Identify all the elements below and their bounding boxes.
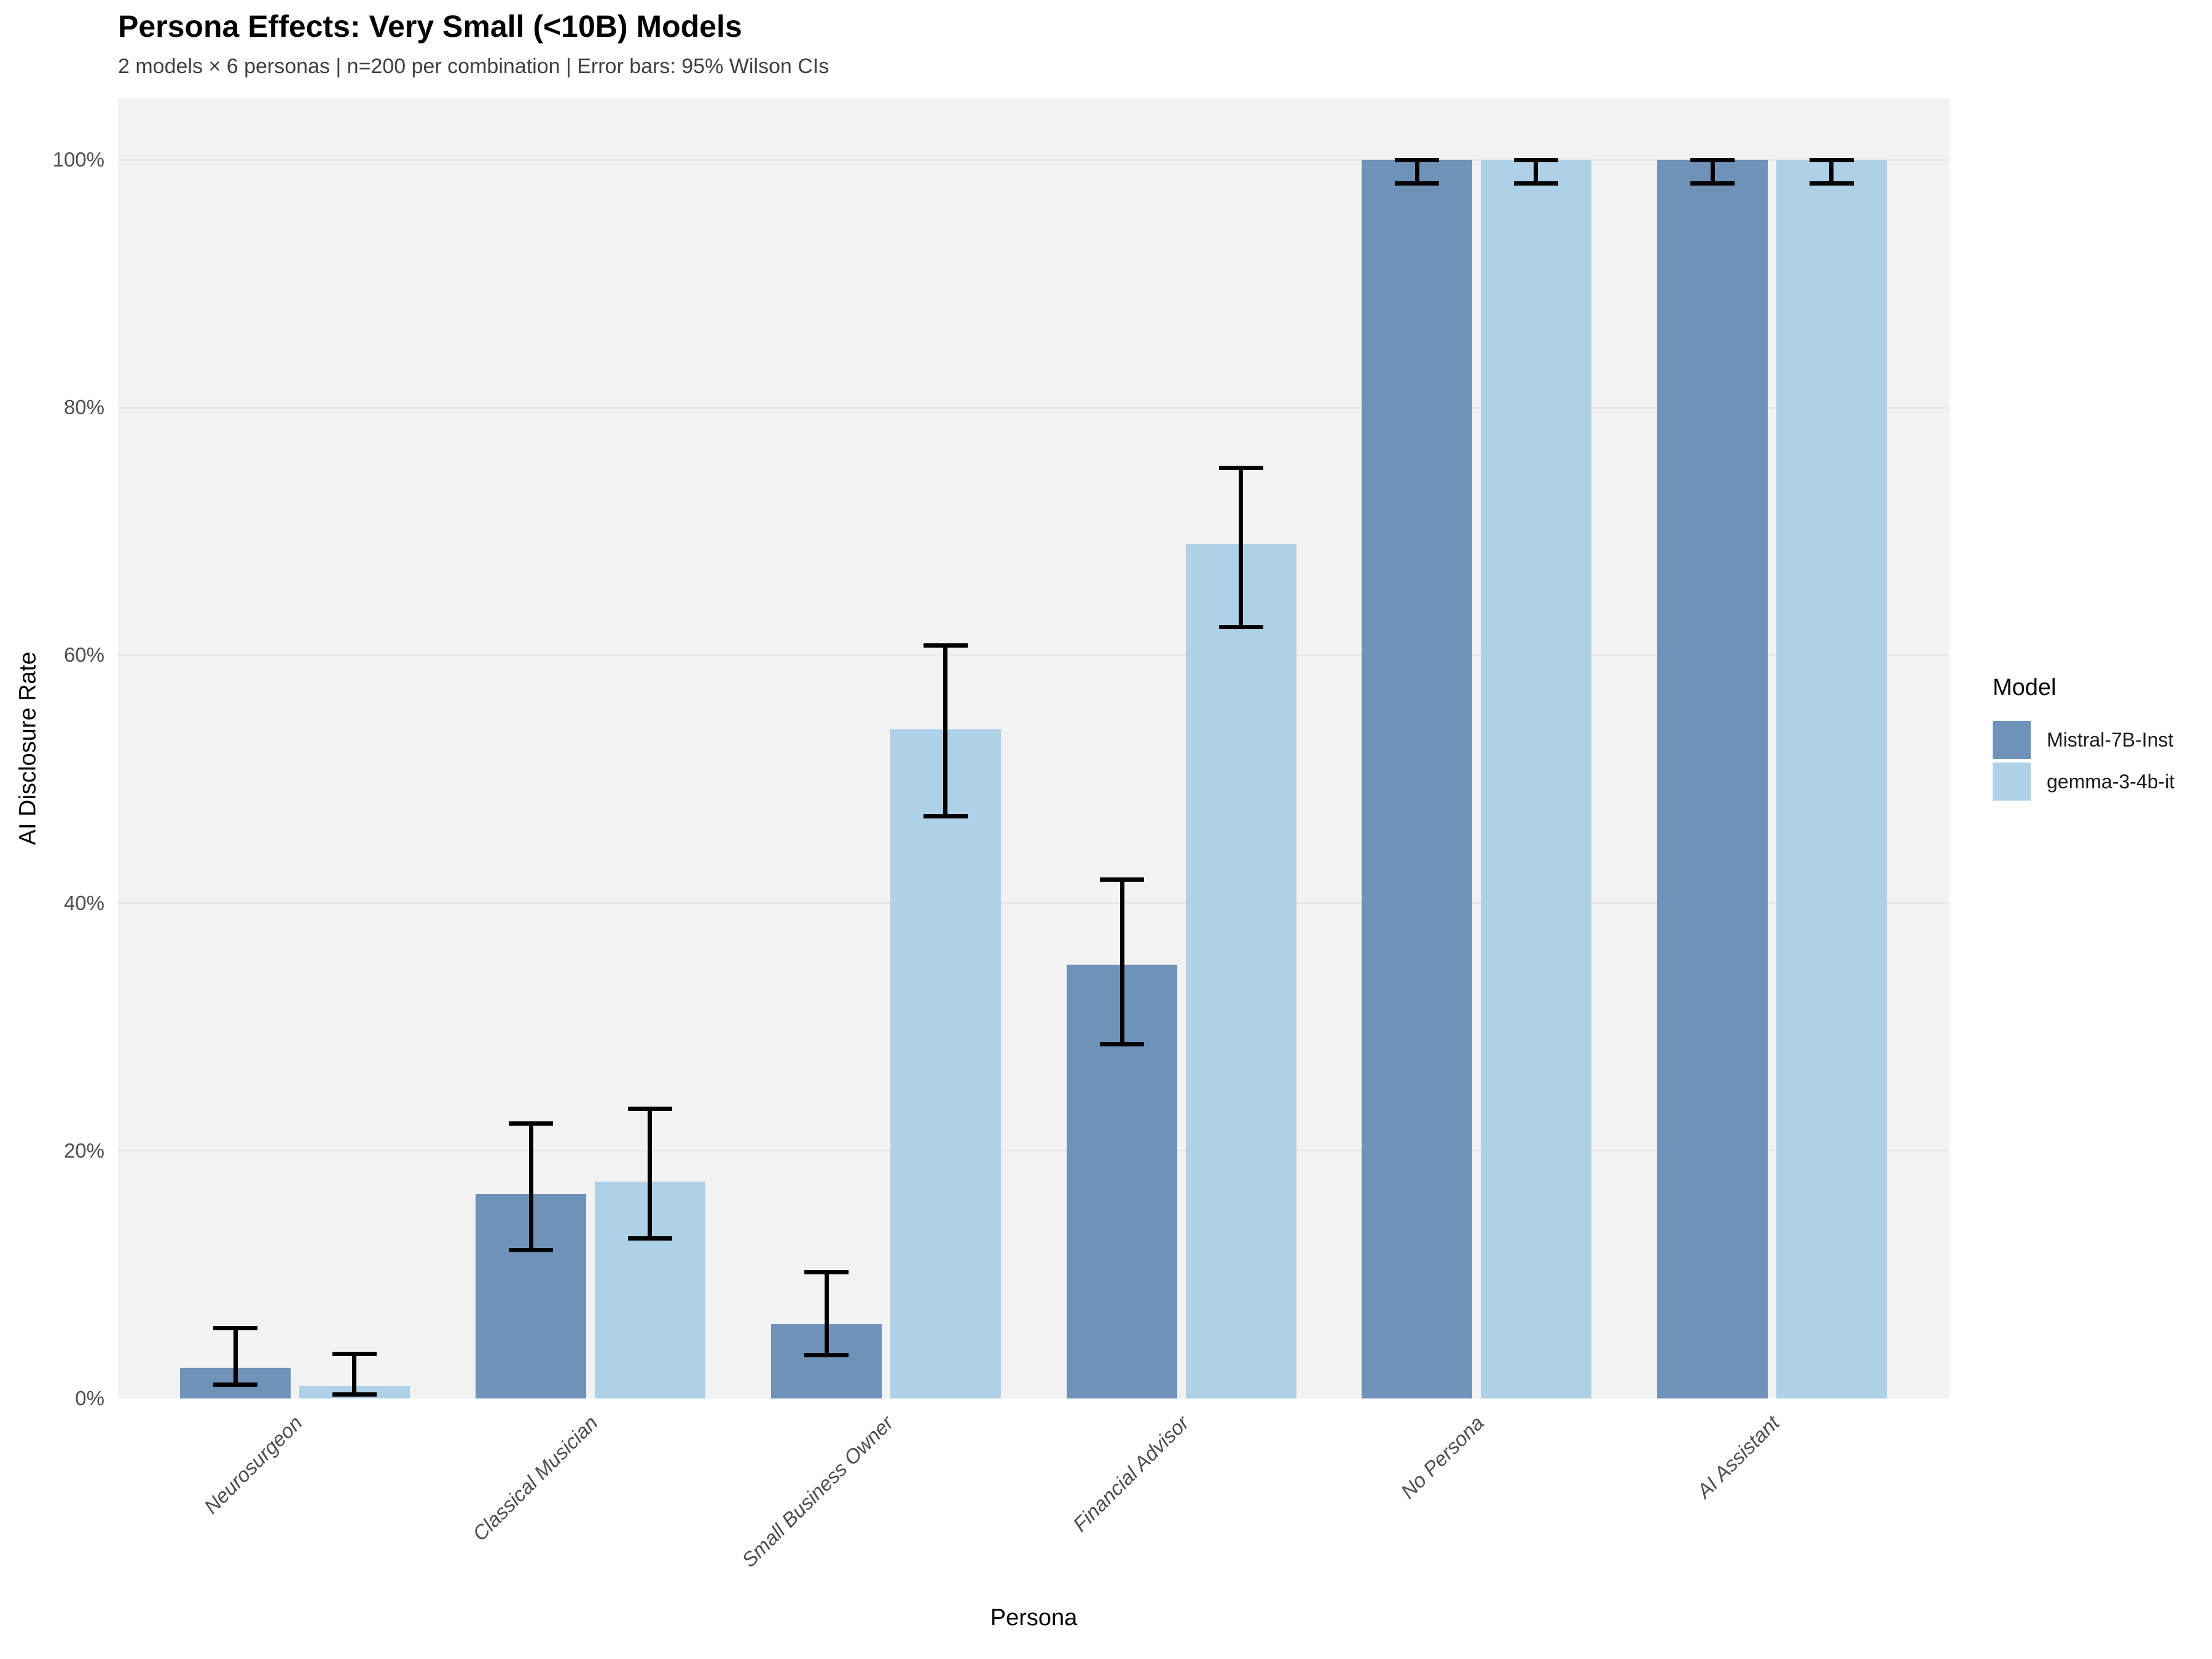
error-bar-cap-top-gemma-3-4b-it-neurosurgeon [332,1351,377,1356]
error-bar-cap-top-gemma-3-4b-it-ai-assistant [1809,157,1854,162]
error-bar-stem-gemma-3-4b-it-ai-assistant [1829,160,1834,184]
y-tick-label-0: 0% [75,1387,104,1410]
error-bar-stem-gemma-3-4b-it-classical-musician [648,1108,653,1239]
gridline-60 [118,654,1950,656]
legend-swatch-gemma-3-4b-it [1993,763,2031,801]
error-bar-cap-top-mistral-7b-inst-ai-assistant [1690,157,1735,162]
legend-title: Model [1993,675,2057,700]
error-bar-cap-bottom-gemma-3-4b-it-classical-musician [627,1236,672,1241]
error-bar-cap-bottom-mistral-7b-inst-no-persona [1395,181,1440,186]
gridline-80 [118,406,1950,409]
y-tick-label-80: 80% [63,396,104,419]
plot-area [118,98,1950,1398]
error-bar-stem-gemma-3-4b-it-neurosurgeon [352,1354,357,1395]
gridline-100 [118,159,1950,161]
bar-mistral-7b-inst-no-persona [1362,160,1473,1398]
error-bar-cap-bottom-mistral-7b-inst-neurosurgeon [213,1382,258,1387]
legend-items: Mistral-7B-Inst gemma-3-4b-it [1993,721,2212,801]
chart-subtitle: 2 models × 6 personas | n=200 per combin… [118,55,830,78]
y-tick-label-40: 40% [63,891,104,914]
bar-gemma-3-4b-it-ai-assistant [1776,160,1887,1398]
gridline-20 [118,1150,1950,1152]
chart-title: Persona Effects: Very Small (<10B) Model… [118,9,742,44]
y-tick-label-20: 20% [63,1139,104,1162]
error-bar-cap-top-gemma-3-4b-it-classical-musician [627,1106,672,1111]
error-bar-stem-mistral-7b-inst-classical-musician [528,1123,533,1250]
error-bar-cap-bottom-gemma-3-4b-it-no-persona [1513,181,1558,186]
error-bar-cap-bottom-mistral-7b-inst-financial-advisor [1100,1041,1145,1046]
bar-gemma-3-4b-it-no-persona [1480,160,1591,1398]
error-bar-cap-bottom-gemma-3-4b-it-neurosurgeon [332,1392,377,1397]
legend-item-label: Mistral-7B-Inst [2047,728,2174,751]
bar-gemma-3-4b-it-financial-advisor [1185,543,1296,1398]
bar-mistral-7b-inst-ai-assistant [1657,160,1768,1398]
error-bar-stem-mistral-7b-inst-small-business-owner [824,1272,829,1355]
bar-gemma-3-4b-it-small-business-owner [890,729,1001,1398]
error-bar-cap-top-mistral-7b-inst-neurosurgeon [213,1325,258,1330]
error-bar-stem-mistral-7b-inst-ai-assistant [1710,160,1715,184]
error-bar-stem-gemma-3-4b-it-no-persona [1534,160,1539,184]
gridline-40 [118,902,1950,904]
y-tick-label-100: 100% [52,148,104,171]
error-bar-cap-top-mistral-7b-inst-small-business-owner [804,1269,849,1274]
error-bar-cap-bottom-mistral-7b-inst-classical-musician [509,1247,554,1252]
legend-item: Mistral-7B-Inst [1993,721,2212,759]
legend: Model Mistral-7B-Inst gemma-3-4b-it [1993,675,2212,804]
legend-swatch-mistral-7b-inst [1993,721,2031,759]
error-bar-cap-top-gemma-3-4b-it-small-business-owner [923,643,968,648]
y-tick-label-60: 60% [63,643,104,667]
error-bar-stem-mistral-7b-inst-neurosurgeon [233,1328,238,1385]
error-bar-cap-top-mistral-7b-inst-financial-advisor [1100,877,1145,882]
error-bar-cap-bottom-gemma-3-4b-it-small-business-owner [923,814,968,818]
error-bar-stem-mistral-7b-inst-financial-advisor [1120,879,1124,1045]
x-axis-title: Persona [990,1605,1078,1631]
error-bar-cap-bottom-gemma-3-4b-it-ai-assistant [1809,181,1854,186]
error-bar-cap-bottom-mistral-7b-inst-ai-assistant [1690,181,1735,186]
error-bar-stem-gemma-3-4b-it-financial-advisor [1239,468,1244,627]
error-bar-cap-bottom-gemma-3-4b-it-financial-advisor [1218,624,1263,629]
error-bar-cap-top-gemma-3-4b-it-no-persona [1513,157,1558,162]
error-bar-stem-gemma-3-4b-it-small-business-owner [943,645,948,817]
error-bar-stem-mistral-7b-inst-no-persona [1414,160,1419,184]
legend-item-label: gemma-3-4b-it [2047,770,2175,793]
legend-item: gemma-3-4b-it [1993,763,2212,801]
error-bar-cap-bottom-mistral-7b-inst-small-business-owner [804,1352,849,1357]
error-bar-cap-top-mistral-7b-inst-no-persona [1395,157,1440,162]
error-bar-cap-top-gemma-3-4b-it-financial-advisor [1218,466,1263,471]
error-bar-cap-top-mistral-7b-inst-classical-musician [509,1121,554,1126]
